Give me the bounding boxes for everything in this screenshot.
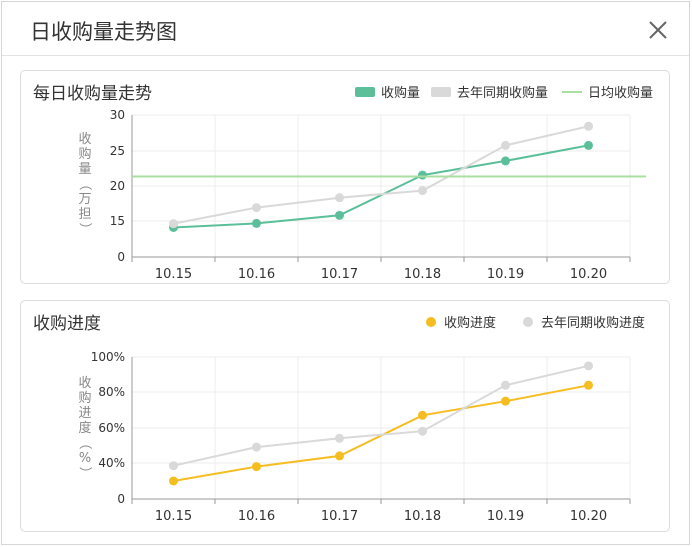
y-tick-label: 40% — [98, 456, 125, 470]
legend-swatch — [523, 317, 533, 327]
close-icon[interactable] — [647, 19, 669, 41]
chart-title: 收购进度 — [33, 314, 101, 334]
y-axis-label: 购 — [78, 390, 91, 406]
data-point — [501, 380, 510, 390]
progress-panel: 收购进度 0 40% 60% 80% 100% 10.15 10.16 10.17 10.18 1… — [20, 300, 670, 532]
data-point — [335, 451, 344, 461]
legend-swatch — [431, 87, 451, 97]
data-point — [252, 442, 261, 452]
data-point — [584, 380, 593, 390]
y-tick-label: 15 — [110, 214, 125, 228]
legend-swatch — [355, 87, 375, 97]
x-tick-label: 10.18 — [404, 509, 441, 524]
y-axis-label: 进 — [78, 406, 91, 421]
y-axis-label: 担 — [78, 207, 91, 222]
x-tick-label: 10.17 — [321, 267, 358, 282]
data-point — [418, 410, 427, 420]
y-axis-label: ） — [77, 466, 92, 479]
y-tick-label: 20 — [110, 179, 125, 193]
data-point — [501, 140, 510, 150]
legend-label: 收购进度 — [444, 315, 496, 331]
y-tick-label: 30 — [110, 108, 125, 122]
y-axis-label: 量 — [78, 162, 91, 177]
data-point — [335, 433, 344, 443]
y-tick-label: 0 — [117, 492, 125, 506]
data-point — [418, 426, 427, 436]
data-point — [418, 186, 427, 196]
data-point — [169, 219, 178, 229]
daily-volume-panel: 每日收购量走势 0 15 20 25 30 10.15 10.16 10.17 10.18 10.… — [20, 70, 670, 284]
dialog-header: 日收购量走势图 — [2, 2, 689, 56]
data-point — [501, 156, 510, 166]
y-axis-label: 收 — [78, 132, 91, 147]
chart-title: 每日收购量走势 — [33, 84, 152, 104]
x-tick-label: 10.15 — [155, 509, 192, 524]
x-tick-label: 10.17 — [321, 509, 358, 524]
y-tick-label: 100% — [91, 350, 125, 364]
x-tick-label: 10.19 — [487, 509, 524, 524]
data-point — [584, 140, 593, 150]
data-point — [252, 218, 261, 228]
series-line — [173, 364, 589, 467]
legend-label: 去年同期收购量 — [457, 85, 548, 101]
data-point — [169, 476, 178, 486]
y-tick-label: 80% — [98, 385, 125, 399]
data-point — [335, 210, 344, 220]
x-tick-label: 10.18 — [404, 267, 441, 282]
legend-swatch — [426, 317, 436, 327]
dialog-title: 日收购量走势图 — [30, 20, 177, 44]
y-axis-label: （ — [77, 177, 92, 190]
legend-label: 去年同期收购进度 — [541, 315, 645, 331]
data-point — [418, 170, 427, 180]
data-point — [584, 121, 593, 131]
x-tick-label: 10.16 — [238, 509, 275, 524]
x-tick-label: 10.15 — [155, 267, 192, 282]
y-axis-label: 度 — [78, 420, 91, 436]
data-point — [584, 361, 593, 371]
x-tick-label: 10.20 — [570, 509, 607, 524]
y-tick-label: 0 — [117, 250, 125, 264]
y-axis-label: 购 — [78, 146, 91, 162]
data-point — [252, 203, 261, 213]
y-tick-label: 25 — [110, 144, 125, 158]
progress-chart: 0 40% 60% 80% 100% 10.15 10.16 10.17 10.18 10.19 1… — [77, 315, 645, 524]
legend-label: 收购量 — [381, 85, 420, 101]
series-line — [173, 144, 589, 229]
y-tick-label: 60% — [98, 421, 125, 435]
data-point — [501, 396, 510, 406]
data-point — [335, 193, 344, 203]
x-tick-label: 10.16 — [238, 267, 275, 282]
y-axis-label: （ — [77, 436, 92, 449]
x-tick-label: 10.19 — [487, 267, 524, 282]
series-line — [173, 125, 589, 225]
x-tick-label: 10.20 — [570, 267, 607, 282]
y-axis-label: % — [79, 451, 91, 466]
y-axis-label: 收 — [78, 376, 91, 391]
data-point — [169, 461, 178, 471]
legend-label: 日均收购量 — [588, 85, 653, 101]
y-axis-label: 万 — [78, 192, 91, 207]
y-axis-label: ） — [77, 222, 92, 235]
data-point — [252, 462, 261, 472]
daily-volume-chart: 0 15 20 25 30 10.15 10.16 10.17 10.18 10.19 10.20 收… — [77, 85, 653, 282]
